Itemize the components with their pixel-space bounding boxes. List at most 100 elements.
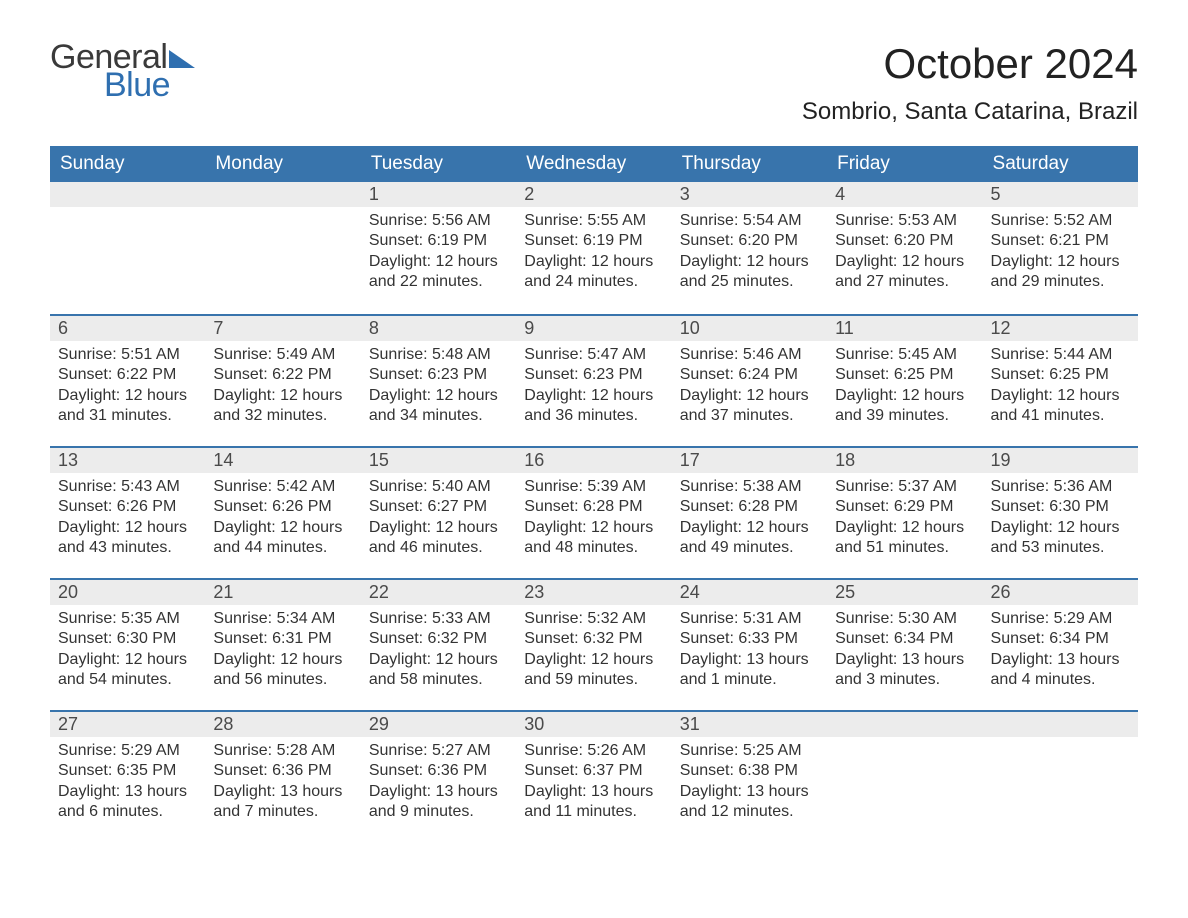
day-number-bar: 19 <box>983 446 1138 473</box>
day-sunrise: Sunrise: 5:33 AM <box>369 609 508 629</box>
day-dl2: and 27 minutes. <box>835 272 974 292</box>
day-dl1: Daylight: 12 hours <box>991 252 1130 272</box>
day-sunset: Sunset: 6:20 PM <box>835 231 974 251</box>
day-body: Sunrise: 5:35 AMSunset: 6:30 PMDaylight:… <box>50 605 205 697</box>
day-sunset: Sunset: 6:25 PM <box>991 365 1130 385</box>
calendar-cell: 9Sunrise: 5:47 AMSunset: 6:23 PMDaylight… <box>516 314 671 446</box>
calendar-table: SundayMondayTuesdayWednesdayThursdayFrid… <box>50 146 1138 842</box>
day-number-bar: 28 <box>205 710 360 737</box>
day-number-bar: 23 <box>516 578 671 605</box>
day-sunset: Sunset: 6:21 PM <box>991 231 1130 251</box>
day-sunset: Sunset: 6:28 PM <box>680 497 819 517</box>
day-sunset: Sunset: 6:37 PM <box>524 761 663 781</box>
calendar-week: 6Sunrise: 5:51 AMSunset: 6:22 PMDaylight… <box>50 314 1138 446</box>
day-dl1: Daylight: 12 hours <box>524 518 663 538</box>
day-dl2: and 1 minute. <box>680 670 819 690</box>
day-body: Sunrise: 5:55 AMSunset: 6:19 PMDaylight:… <box>516 207 671 299</box>
day-dl2: and 44 minutes. <box>213 538 352 558</box>
day-sunset: Sunset: 6:22 PM <box>58 365 197 385</box>
day-dl2: and 56 minutes. <box>213 670 352 690</box>
calendar-cell <box>205 182 360 314</box>
day-number-bar: 5 <box>983 182 1138 207</box>
calendar-cell <box>983 710 1138 842</box>
day-body: Sunrise: 5:46 AMSunset: 6:24 PMDaylight:… <box>672 341 827 433</box>
day-body: Sunrise: 5:25 AMSunset: 6:38 PMDaylight:… <box>672 737 827 829</box>
day-sunset: Sunset: 6:36 PM <box>369 761 508 781</box>
day-body: Sunrise: 5:36 AMSunset: 6:30 PMDaylight:… <box>983 473 1138 565</box>
day-number-bar: 26 <box>983 578 1138 605</box>
day-sunrise: Sunrise: 5:38 AM <box>680 477 819 497</box>
day-header: Sunday <box>50 146 205 182</box>
day-number-bar: 17 <box>672 446 827 473</box>
day-dl2: and 58 minutes. <box>369 670 508 690</box>
day-body: Sunrise: 5:53 AMSunset: 6:20 PMDaylight:… <box>827 207 982 299</box>
day-dl2: and 48 minutes. <box>524 538 663 558</box>
calendar-week: 1Sunrise: 5:56 AMSunset: 6:19 PMDaylight… <box>50 182 1138 314</box>
day-dl2: and 32 minutes. <box>213 406 352 426</box>
day-dl2: and 51 minutes. <box>835 538 974 558</box>
day-dl2: and 31 minutes. <box>58 406 197 426</box>
day-dl2: and 34 minutes. <box>369 406 508 426</box>
day-sunset: Sunset: 6:31 PM <box>213 629 352 649</box>
day-dl1: Daylight: 12 hours <box>680 386 819 406</box>
day-dl1: Daylight: 12 hours <box>991 386 1130 406</box>
calendar-cell: 6Sunrise: 5:51 AMSunset: 6:22 PMDaylight… <box>50 314 205 446</box>
day-sunrise: Sunrise: 5:46 AM <box>680 345 819 365</box>
day-number-bar: 10 <box>672 314 827 341</box>
day-number-bar <box>205 182 360 207</box>
day-sunrise: Sunrise: 5:42 AM <box>213 477 352 497</box>
page-header: General Blue October 2024 Sombrio, Santa… <box>50 40 1138 126</box>
day-number-bar: 25 <box>827 578 982 605</box>
day-number-bar: 2 <box>516 182 671 207</box>
day-header: Friday <box>827 146 982 182</box>
calendar-cell: 17Sunrise: 5:38 AMSunset: 6:28 PMDayligh… <box>672 446 827 578</box>
day-sunset: Sunset: 6:32 PM <box>369 629 508 649</box>
day-sunrise: Sunrise: 5:43 AM <box>58 477 197 497</box>
day-body: Sunrise: 5:31 AMSunset: 6:33 PMDaylight:… <box>672 605 827 697</box>
day-number-bar: 6 <box>50 314 205 341</box>
day-sunrise: Sunrise: 5:39 AM <box>524 477 663 497</box>
calendar-cell: 25Sunrise: 5:30 AMSunset: 6:34 PMDayligh… <box>827 578 982 710</box>
day-body: Sunrise: 5:48 AMSunset: 6:23 PMDaylight:… <box>361 341 516 433</box>
day-sunset: Sunset: 6:38 PM <box>680 761 819 781</box>
calendar-cell: 14Sunrise: 5:42 AMSunset: 6:26 PMDayligh… <box>205 446 360 578</box>
day-sunrise: Sunrise: 5:31 AM <box>680 609 819 629</box>
calendar-cell: 5 Sunrise: 5:52 AMSunset: 6:21 PMDaylight… <box>983 182 1138 314</box>
day-sunset: Sunset: 6:22 PM <box>213 365 352 385</box>
calendar-cell: 29Sunrise: 5:27 AMSunset: 6:36 PMDayligh… <box>361 710 516 842</box>
day-sunset: Sunset: 6:35 PM <box>58 761 197 781</box>
day-body: Sunrise: 5:54 AMSunset: 6:20 PMDaylight:… <box>672 207 827 299</box>
day-dl2: and 24 minutes. <box>524 272 663 292</box>
day-number-bar: 30 <box>516 710 671 737</box>
day-header: Thursday <box>672 146 827 182</box>
calendar-cell: 26Sunrise: 5:29 AMSunset: 6:34 PMDayligh… <box>983 578 1138 710</box>
day-body: Sunrise: 5:30 AMSunset: 6:34 PMDaylight:… <box>827 605 982 697</box>
calendar-cell: 19Sunrise: 5:36 AMSunset: 6:30 PMDayligh… <box>983 446 1138 578</box>
day-number-bar: 7 <box>205 314 360 341</box>
day-number-bar: 27 <box>50 710 205 737</box>
calendar-body: 1Sunrise: 5:56 AMSunset: 6:19 PMDaylight… <box>50 182 1138 842</box>
day-number-bar: 24 <box>672 578 827 605</box>
calendar-cell: 7Sunrise: 5:49 AMSunset: 6:22 PMDaylight… <box>205 314 360 446</box>
day-sunrise: Sunrise: 5:48 AM <box>369 345 508 365</box>
day-dl1: Daylight: 13 hours <box>680 650 819 670</box>
day-sunrise: Sunrise: 5:34 AM <box>213 609 352 629</box>
calendar-cell: 23Sunrise: 5:32 AMSunset: 6:32 PMDayligh… <box>516 578 671 710</box>
day-dl1: Daylight: 13 hours <box>680 782 819 802</box>
day-sunrise: Sunrise: 5:52 AM <box>991 211 1130 231</box>
day-sunrise: Sunrise: 5:28 AM <box>213 741 352 761</box>
day-sunset: Sunset: 6:29 PM <box>835 497 974 517</box>
day-dl2: and 53 minutes. <box>991 538 1130 558</box>
day-body: Sunrise: 5:39 AMSunset: 6:28 PMDaylight:… <box>516 473 671 565</box>
day-number-bar: 21 <box>205 578 360 605</box>
day-sunset: Sunset: 6:34 PM <box>991 629 1130 649</box>
day-dl2: and 7 minutes. <box>213 802 352 822</box>
day-number-bar: 18 <box>827 446 982 473</box>
day-sunrise: Sunrise: 5:47 AM <box>524 345 663 365</box>
calendar-week: 27Sunrise: 5:29 AMSunset: 6:35 PMDayligh… <box>50 710 1138 842</box>
day-sunrise: Sunrise: 5:26 AM <box>524 741 663 761</box>
day-header: Saturday <box>983 146 1138 182</box>
calendar-week: 13Sunrise: 5:43 AMSunset: 6:26 PMDayligh… <box>50 446 1138 578</box>
day-sunset: Sunset: 6:25 PM <box>835 365 974 385</box>
day-dl2: and 4 minutes. <box>991 670 1130 690</box>
